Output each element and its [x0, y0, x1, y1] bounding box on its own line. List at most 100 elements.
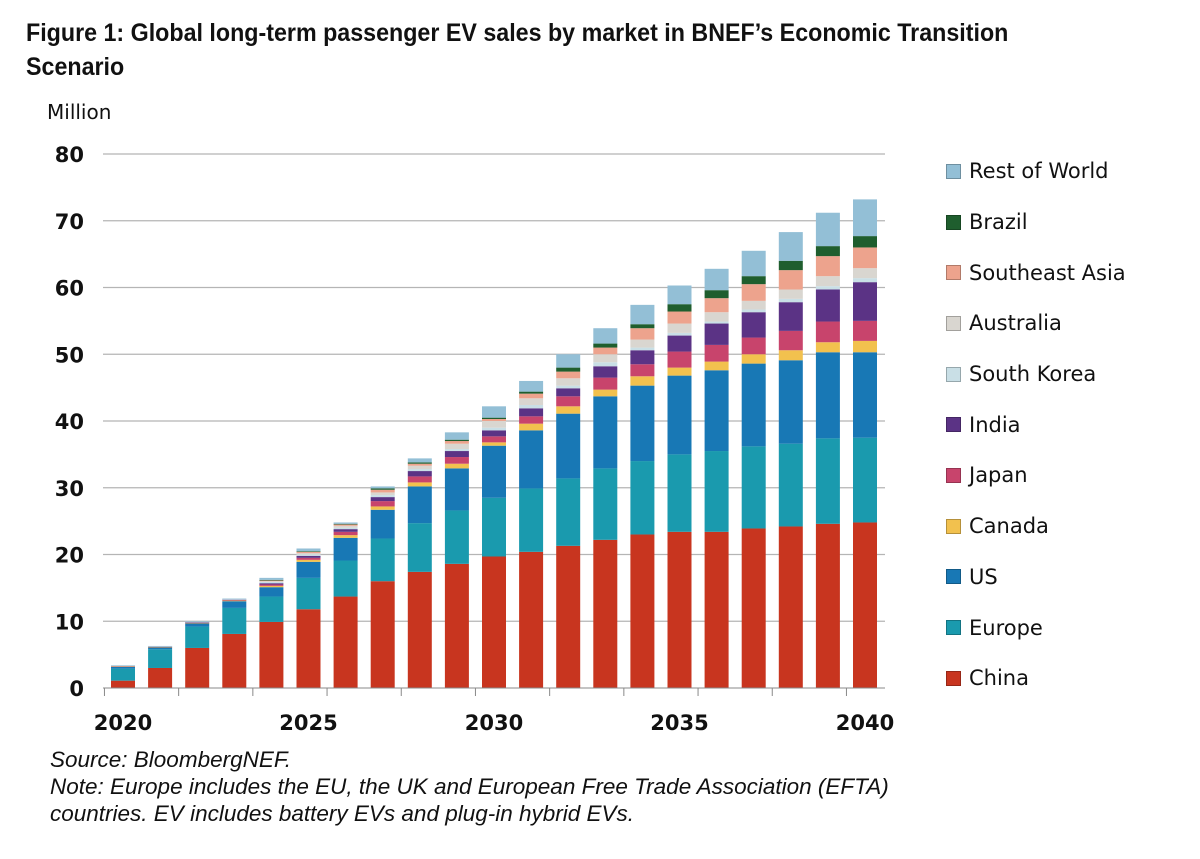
bar-stack-2034 — [630, 304, 655, 688]
bar-segment-south-korea — [778, 298, 803, 303]
bar-segment-canada — [407, 482, 432, 487]
bar-segment-south-korea — [704, 321, 729, 324]
legend-swatch — [946, 467, 961, 483]
bar-segment-australia — [482, 421, 506, 428]
bar-stack-2037 — [741, 250, 766, 688]
bar-segment-india — [185, 622, 210, 623]
bar-segment-europe — [482, 497, 506, 557]
bar-segment-us — [482, 445, 506, 498]
bar-segment-india — [407, 471, 432, 477]
bar-segment-china — [333, 596, 358, 688]
bar-segment-canada — [704, 361, 729, 371]
bar-segment-japan — [704, 344, 729, 362]
bar-segment-australia — [704, 312, 729, 322]
bar-segment-europe — [519, 488, 544, 552]
bar-segment-china — [519, 551, 544, 688]
bar-segment-canada — [222, 600, 247, 602]
legend-swatch — [946, 214, 961, 230]
bar-segment-brazil — [667, 304, 692, 312]
bar-segment-us — [593, 396, 618, 469]
bar-segment-europe — [148, 649, 173, 668]
bar-segment-south-korea — [853, 278, 877, 283]
bar-segment-china — [853, 522, 877, 688]
bar-segment-india — [593, 366, 618, 378]
bar-segment-southeast-asia — [667, 311, 692, 324]
bar-segment-canada — [667, 367, 692, 376]
y-axis-label: Million — [47, 100, 112, 124]
legend-label: India — [969, 412, 1021, 437]
y-tick-label: 80 — [55, 143, 84, 167]
bar-segment-rest-of-world — [704, 268, 729, 291]
bar-stack-2040 — [853, 199, 877, 688]
bar-segment-canada — [111, 666, 135, 667]
bar-stack-2026 — [333, 522, 358, 688]
bar-segment-us — [815, 352, 840, 439]
bar-stack-2032 — [556, 354, 581, 688]
legend-label: Europe — [969, 615, 1043, 640]
bar-segment-europe — [741, 446, 766, 529]
bar-segment-japan — [815, 321, 840, 343]
bar-segment-south-korea — [482, 427, 506, 431]
bar-segment-rest-of-world — [407, 458, 432, 463]
bar-segment-india — [519, 408, 544, 417]
bar-segment-south-korea — [667, 332, 692, 336]
bar-segment-australia — [853, 268, 877, 279]
bar-segment-japan — [259, 584, 284, 586]
bar-segment-europe — [259, 596, 284, 622]
bar-segment-europe — [853, 437, 877, 523]
bar-segment-australia — [333, 525, 358, 528]
bar-stack-2025 — [296, 548, 321, 688]
bar-stack-2021 — [148, 645, 173, 688]
bar-segment-brazil — [815, 246, 840, 257]
bar-segment-india — [778, 302, 803, 331]
bar-segment-south-korea — [556, 385, 581, 389]
bar-segment-rest-of-world — [259, 577, 284, 580]
bar-segment-australia — [815, 276, 840, 287]
bar-segment-india — [815, 289, 840, 322]
bar-segment-southeast-asia — [853, 247, 877, 269]
legend-item-us: US — [946, 552, 1126, 603]
bar-segment-us — [444, 468, 469, 511]
bar-segment-us — [222, 601, 247, 608]
bar-segment-india — [667, 335, 692, 352]
bar-segment-brazil — [630, 324, 655, 329]
legend-swatch — [946, 366, 961, 382]
y-tick-label: 40 — [55, 410, 84, 434]
bar-segment-japan — [148, 646, 173, 648]
bar-segment-australia — [667, 323, 692, 333]
legend-label: China — [969, 666, 1029, 691]
legend-item-rest-of-world: Rest of World — [946, 146, 1126, 197]
y-tick-label: 10 — [55, 610, 84, 634]
bar-segment-china — [370, 581, 395, 688]
bar-segment-brazil — [370, 488, 395, 490]
bar-segment-europe — [222, 607, 247, 634]
bar-segment-brazil — [556, 367, 581, 372]
bar-segment-europe — [185, 626, 210, 648]
legend-swatch — [946, 417, 961, 433]
note-text-line-1: Note: Europe includes the EU, the UK and… — [50, 774, 889, 799]
bar-segment-brazil — [704, 290, 729, 299]
bar-segment-south-korea — [370, 495, 395, 498]
legend-item-china: China — [946, 653, 1126, 704]
bar-segment-europe — [815, 438, 840, 524]
bar-stack-2038 — [778, 232, 803, 688]
bar-segment-us — [407, 486, 432, 524]
bar-segment-us — [519, 430, 544, 489]
bar-segment-india — [222, 599, 247, 601]
x-tick-label: 2040 — [836, 711, 894, 735]
bar-segment-europe — [111, 668, 135, 681]
legend-swatch — [946, 620, 961, 636]
bar-segment-canada — [853, 340, 877, 353]
bar-segment-south-korea — [333, 527, 358, 530]
bar-segment-australia — [519, 398, 544, 405]
bar-segment-brazil — [778, 260, 803, 271]
bar-segment-india — [853, 282, 877, 321]
bar-segment-brazil — [741, 276, 766, 285]
bar-stack-2030 — [482, 406, 506, 688]
bar-stack-2029 — [444, 432, 469, 688]
bar-segment-australia — [593, 354, 618, 363]
bar-segment-canada — [370, 506, 395, 510]
bar-segment-japan — [853, 320, 877, 341]
bar-segment-japan — [333, 531, 358, 536]
bar-segment-europe — [296, 577, 321, 610]
